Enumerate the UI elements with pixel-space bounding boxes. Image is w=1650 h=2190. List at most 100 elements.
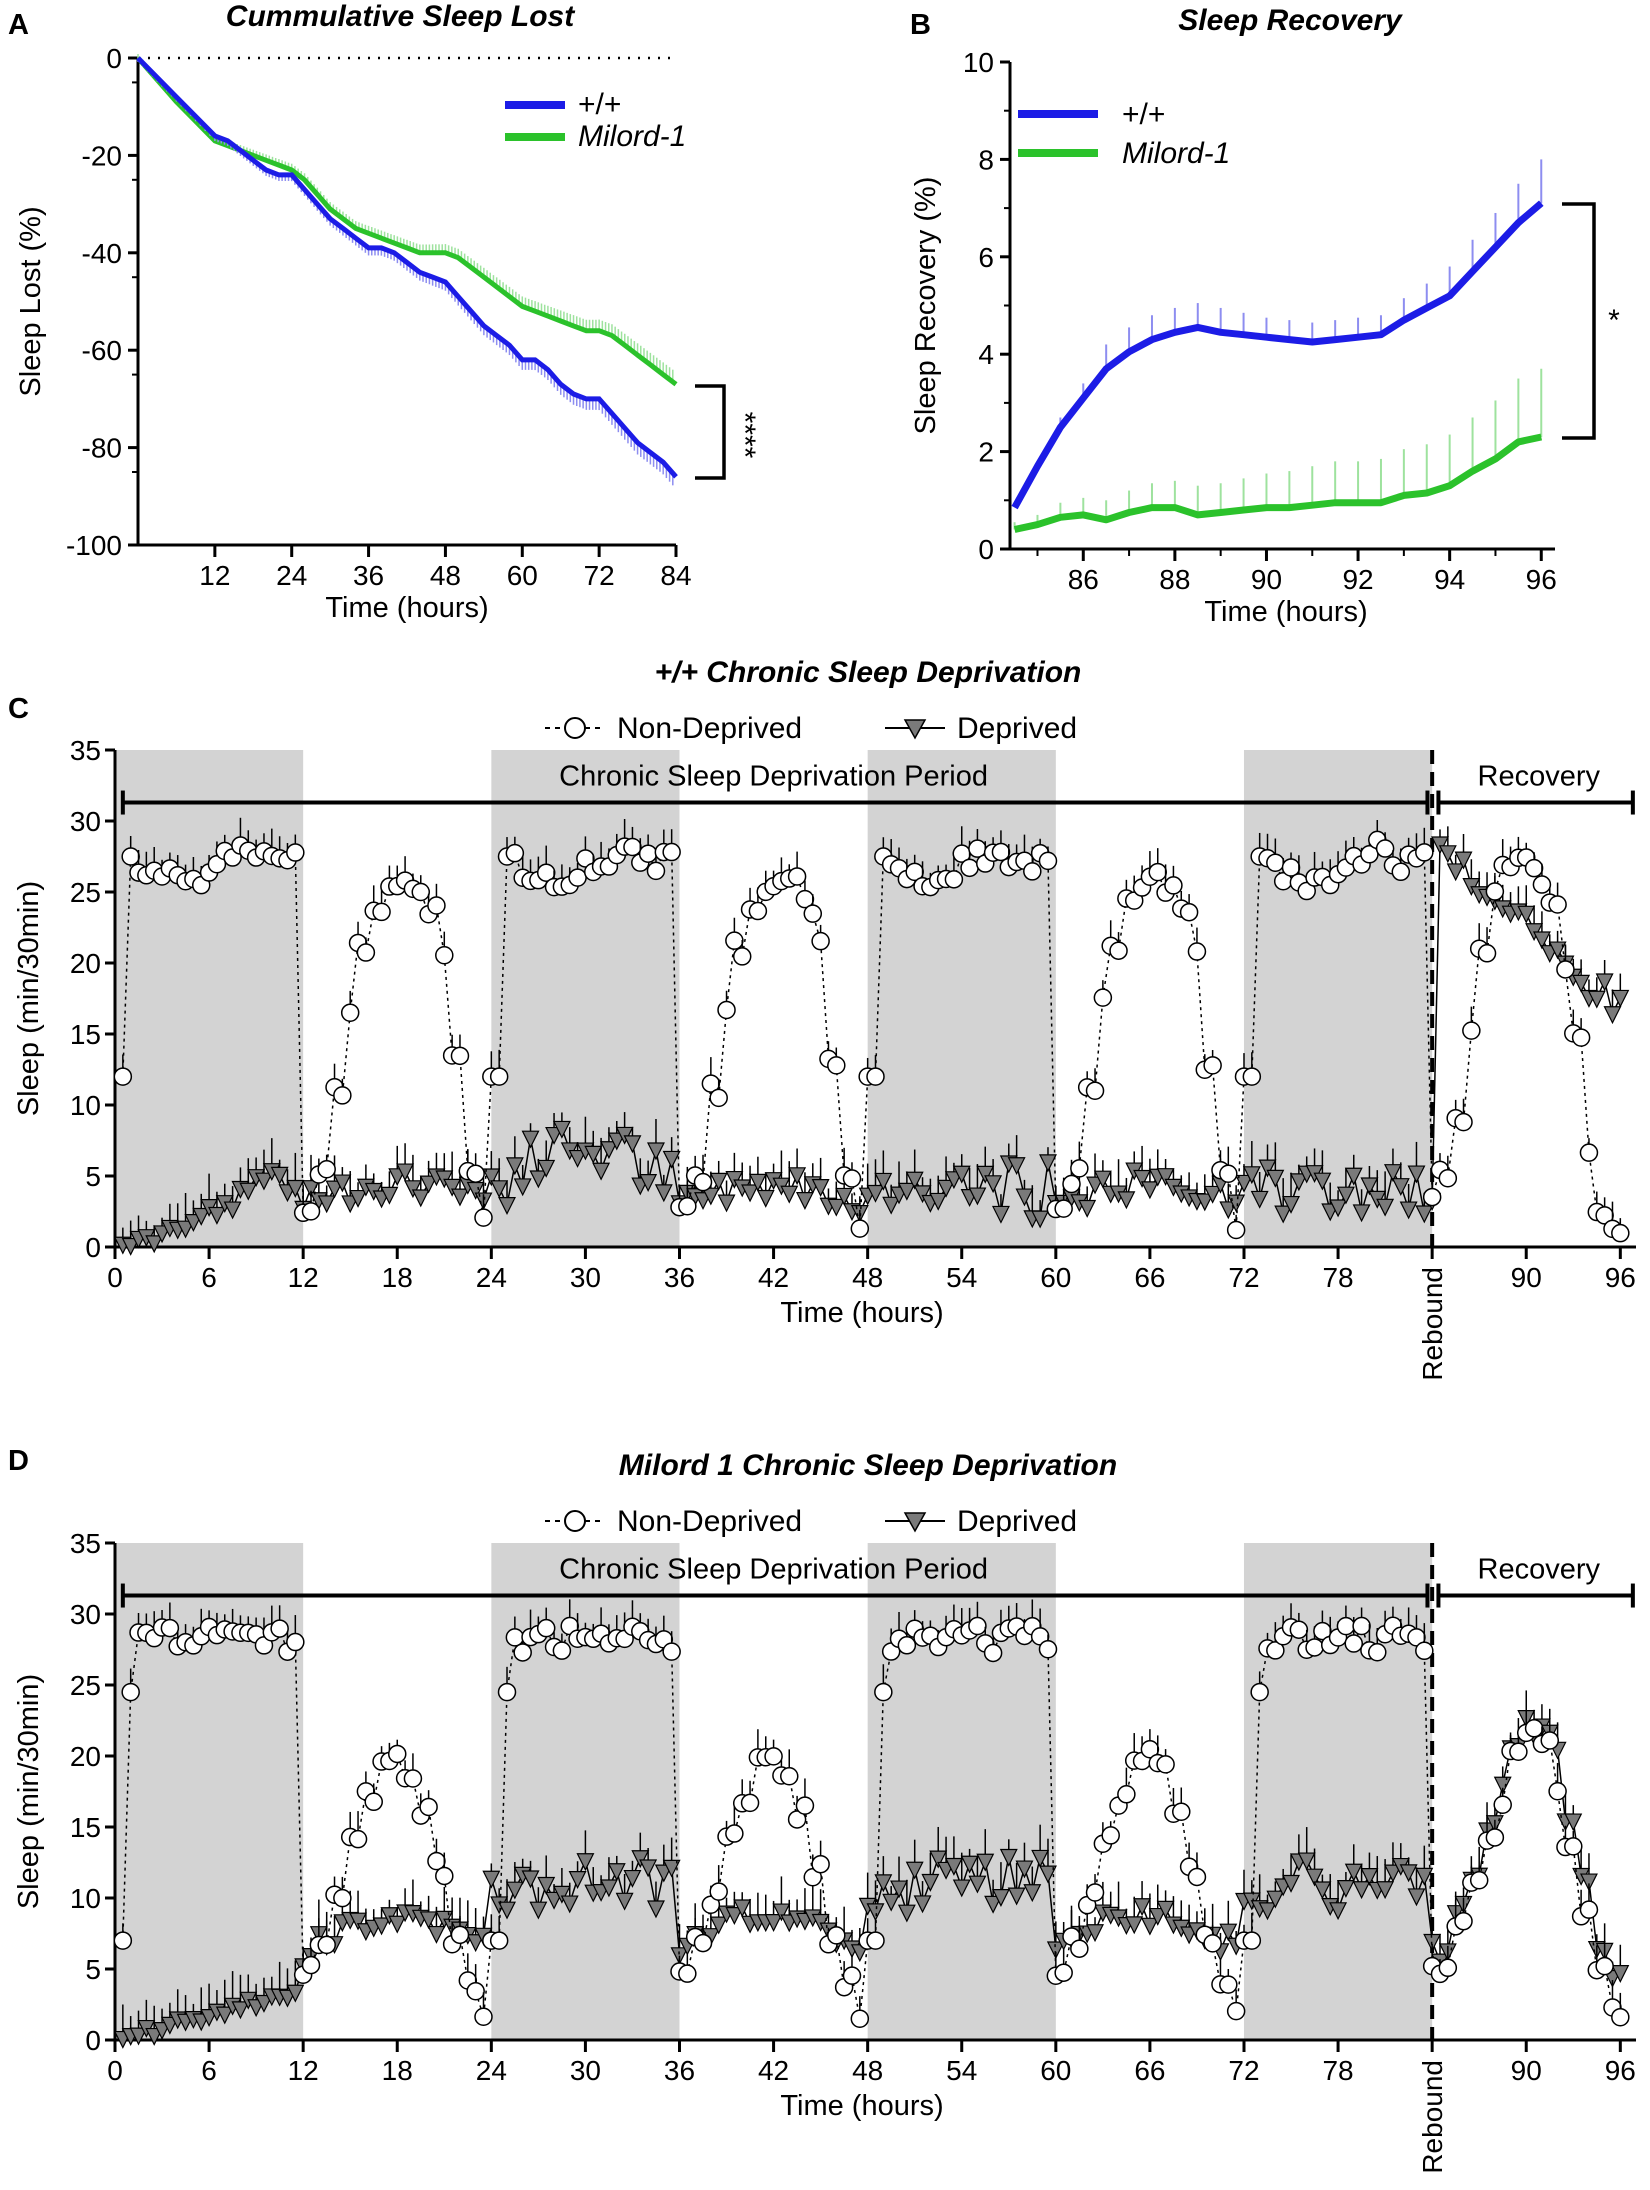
nondeprived-point	[678, 1964, 697, 1983]
significance-bracket	[695, 384, 726, 480]
nondeprived-point	[1595, 1956, 1614, 1976]
panel-b-chart: 0 2 4 6 8 10 86 88 90 92 94 96 Time (hours) Sleep Rec…	[910, 47, 1620, 628]
deprived-point	[521, 1130, 540, 1149]
panel-c-chart: 0 5 10 15 20 25 30 35 0 6 12 18 24 30 36 42 48 54 60 66 72 78…	[13, 712, 1636, 1381]
nondeprived-point	[842, 1169, 862, 1188]
x-axis-label: Time (hours)	[1204, 596, 1367, 628]
deprived-point	[1117, 1191, 1136, 1210]
deprived-point	[396, 1163, 415, 1182]
y-axis-label: Sleep Lost (%)	[15, 206, 47, 396]
nondeprived-point	[1242, 1067, 1262, 1086]
nondeprived-point	[1438, 1958, 1458, 1978]
deprived-point	[443, 1178, 462, 1197]
deprived-point	[427, 1925, 446, 1944]
nondeprived-point	[874, 1682, 893, 1702]
x-tick-label: 36	[353, 560, 384, 591]
nondeprived-point	[497, 1682, 517, 1702]
nondeprived-point	[646, 861, 666, 881]
deprived-point	[576, 1853, 595, 1872]
y-tick-label: 25	[70, 1670, 101, 1701]
deprived-point	[1313, 1881, 1332, 1900]
deprived-point	[1611, 1965, 1630, 1984]
deprived-point	[1258, 1159, 1277, 1178]
deprived-point	[897, 1904, 916, 1923]
deprived-point	[1007, 1157, 1026, 1176]
y-tick-label: 0	[85, 1232, 101, 1263]
x-tick-label: 96	[1605, 1262, 1636, 1293]
deprived-point	[647, 1142, 665, 1161]
nondeprived-point	[897, 1636, 917, 1655]
deprived-point	[960, 1855, 979, 1874]
panel-letter-a: A	[8, 9, 29, 41]
nondeprived-point	[505, 1628, 525, 1647]
deprived-point	[1266, 1169, 1285, 1188]
nondeprived-point	[160, 1618, 180, 1638]
nondeprived-point	[748, 901, 768, 921]
x-tick-label: 66	[1134, 1262, 1165, 1293]
nondeprived-point	[113, 1067, 133, 1086]
y-tick-label: 0	[978, 534, 994, 565]
deprived-point	[662, 1859, 681, 1878]
y-axis-label: Sleep (min/30min)	[13, 1674, 45, 1909]
deprived-point	[1415, 1867, 1434, 1886]
x-tick-label: 88	[1159, 564, 1190, 595]
panel-letter-d: D	[8, 1445, 29, 1477]
nondeprived-point	[1611, 1223, 1630, 1243]
shaded-dark-period	[491, 1543, 680, 2040]
deprived-point	[811, 1913, 830, 1932]
deprived-point	[756, 1189, 775, 1208]
nondeprived-point	[1219, 1164, 1238, 1183]
deprived-point	[701, 1187, 720, 1206]
deprived-point	[450, 1188, 469, 1207]
x-tick-label: 60	[1040, 1262, 1071, 1293]
y-axis-label: Sleep Recovery (%)	[910, 177, 942, 435]
x-tick-label: 94	[1434, 564, 1465, 595]
deprived-point	[1446, 863, 1465, 882]
deprivation-period-label: Chronic Sleep Deprivation Period	[559, 1554, 988, 1586]
nondeprived-point	[1524, 858, 1544, 878]
nondeprived-point	[286, 1632, 305, 1652]
nondeprived-point	[513, 1643, 532, 1662]
deprived-point	[239, 1182, 258, 1201]
shaded-dark-period	[491, 750, 680, 1247]
deprived-point	[639, 1174, 658, 1192]
y-tick-label: 20	[70, 1741, 101, 1772]
nondeprived-point	[1148, 862, 1167, 882]
nondeprived-point	[803, 904, 823, 923]
y-tick-label: 35	[70, 735, 101, 766]
nondeprived-point	[1281, 858, 1301, 877]
x-tick-label: 54	[946, 1262, 977, 1293]
x-tick-label: 60	[507, 560, 538, 591]
x-tick-label: 36	[664, 2055, 695, 2086]
deprived-point	[1046, 1941, 1065, 1960]
title-a: Cummulative Sleep Lost	[226, 0, 576, 33]
deprived-point	[913, 1185, 932, 1204]
deprived-point	[317, 1195, 336, 1214]
deprived-point	[764, 1914, 783, 1932]
nondeprived-point	[764, 1747, 783, 1766]
nondeprived-point	[419, 1797, 438, 1817]
nondeprived-point	[850, 2009, 870, 2028]
deprived-point	[184, 1214, 203, 1232]
nondeprived-point	[435, 946, 454, 965]
deprived-point	[1595, 973, 1614, 992]
nondeprived-point	[333, 1086, 352, 1105]
nondeprived-point	[1242, 1931, 1262, 1950]
nondeprived-point	[1305, 1638, 1324, 1657]
deprived-point	[1352, 1204, 1371, 1223]
nondeprived-point	[270, 1619, 289, 1638]
deprived-point	[952, 1879, 971, 1898]
nondeprived-point	[1289, 1620, 1309, 1639]
deprived-point	[1548, 941, 1567, 960]
deprived-point	[811, 1179, 830, 1197]
deprivation-period-label: Chronic Sleep Deprivation Period	[559, 761, 988, 793]
deprived-point	[403, 1180, 422, 1199]
y-tick-label: 30	[70, 1599, 101, 1630]
deprived-point	[505, 1157, 524, 1176]
y-tick-label: 35	[70, 1528, 101, 1559]
x-tick-label: 6	[201, 1262, 217, 1293]
deprived-point	[1399, 1201, 1418, 1220]
nondeprived-point	[1571, 1028, 1591, 1047]
deprived-point	[1156, 1168, 1175, 1187]
nondeprived-point	[1250, 1682, 1269, 1702]
